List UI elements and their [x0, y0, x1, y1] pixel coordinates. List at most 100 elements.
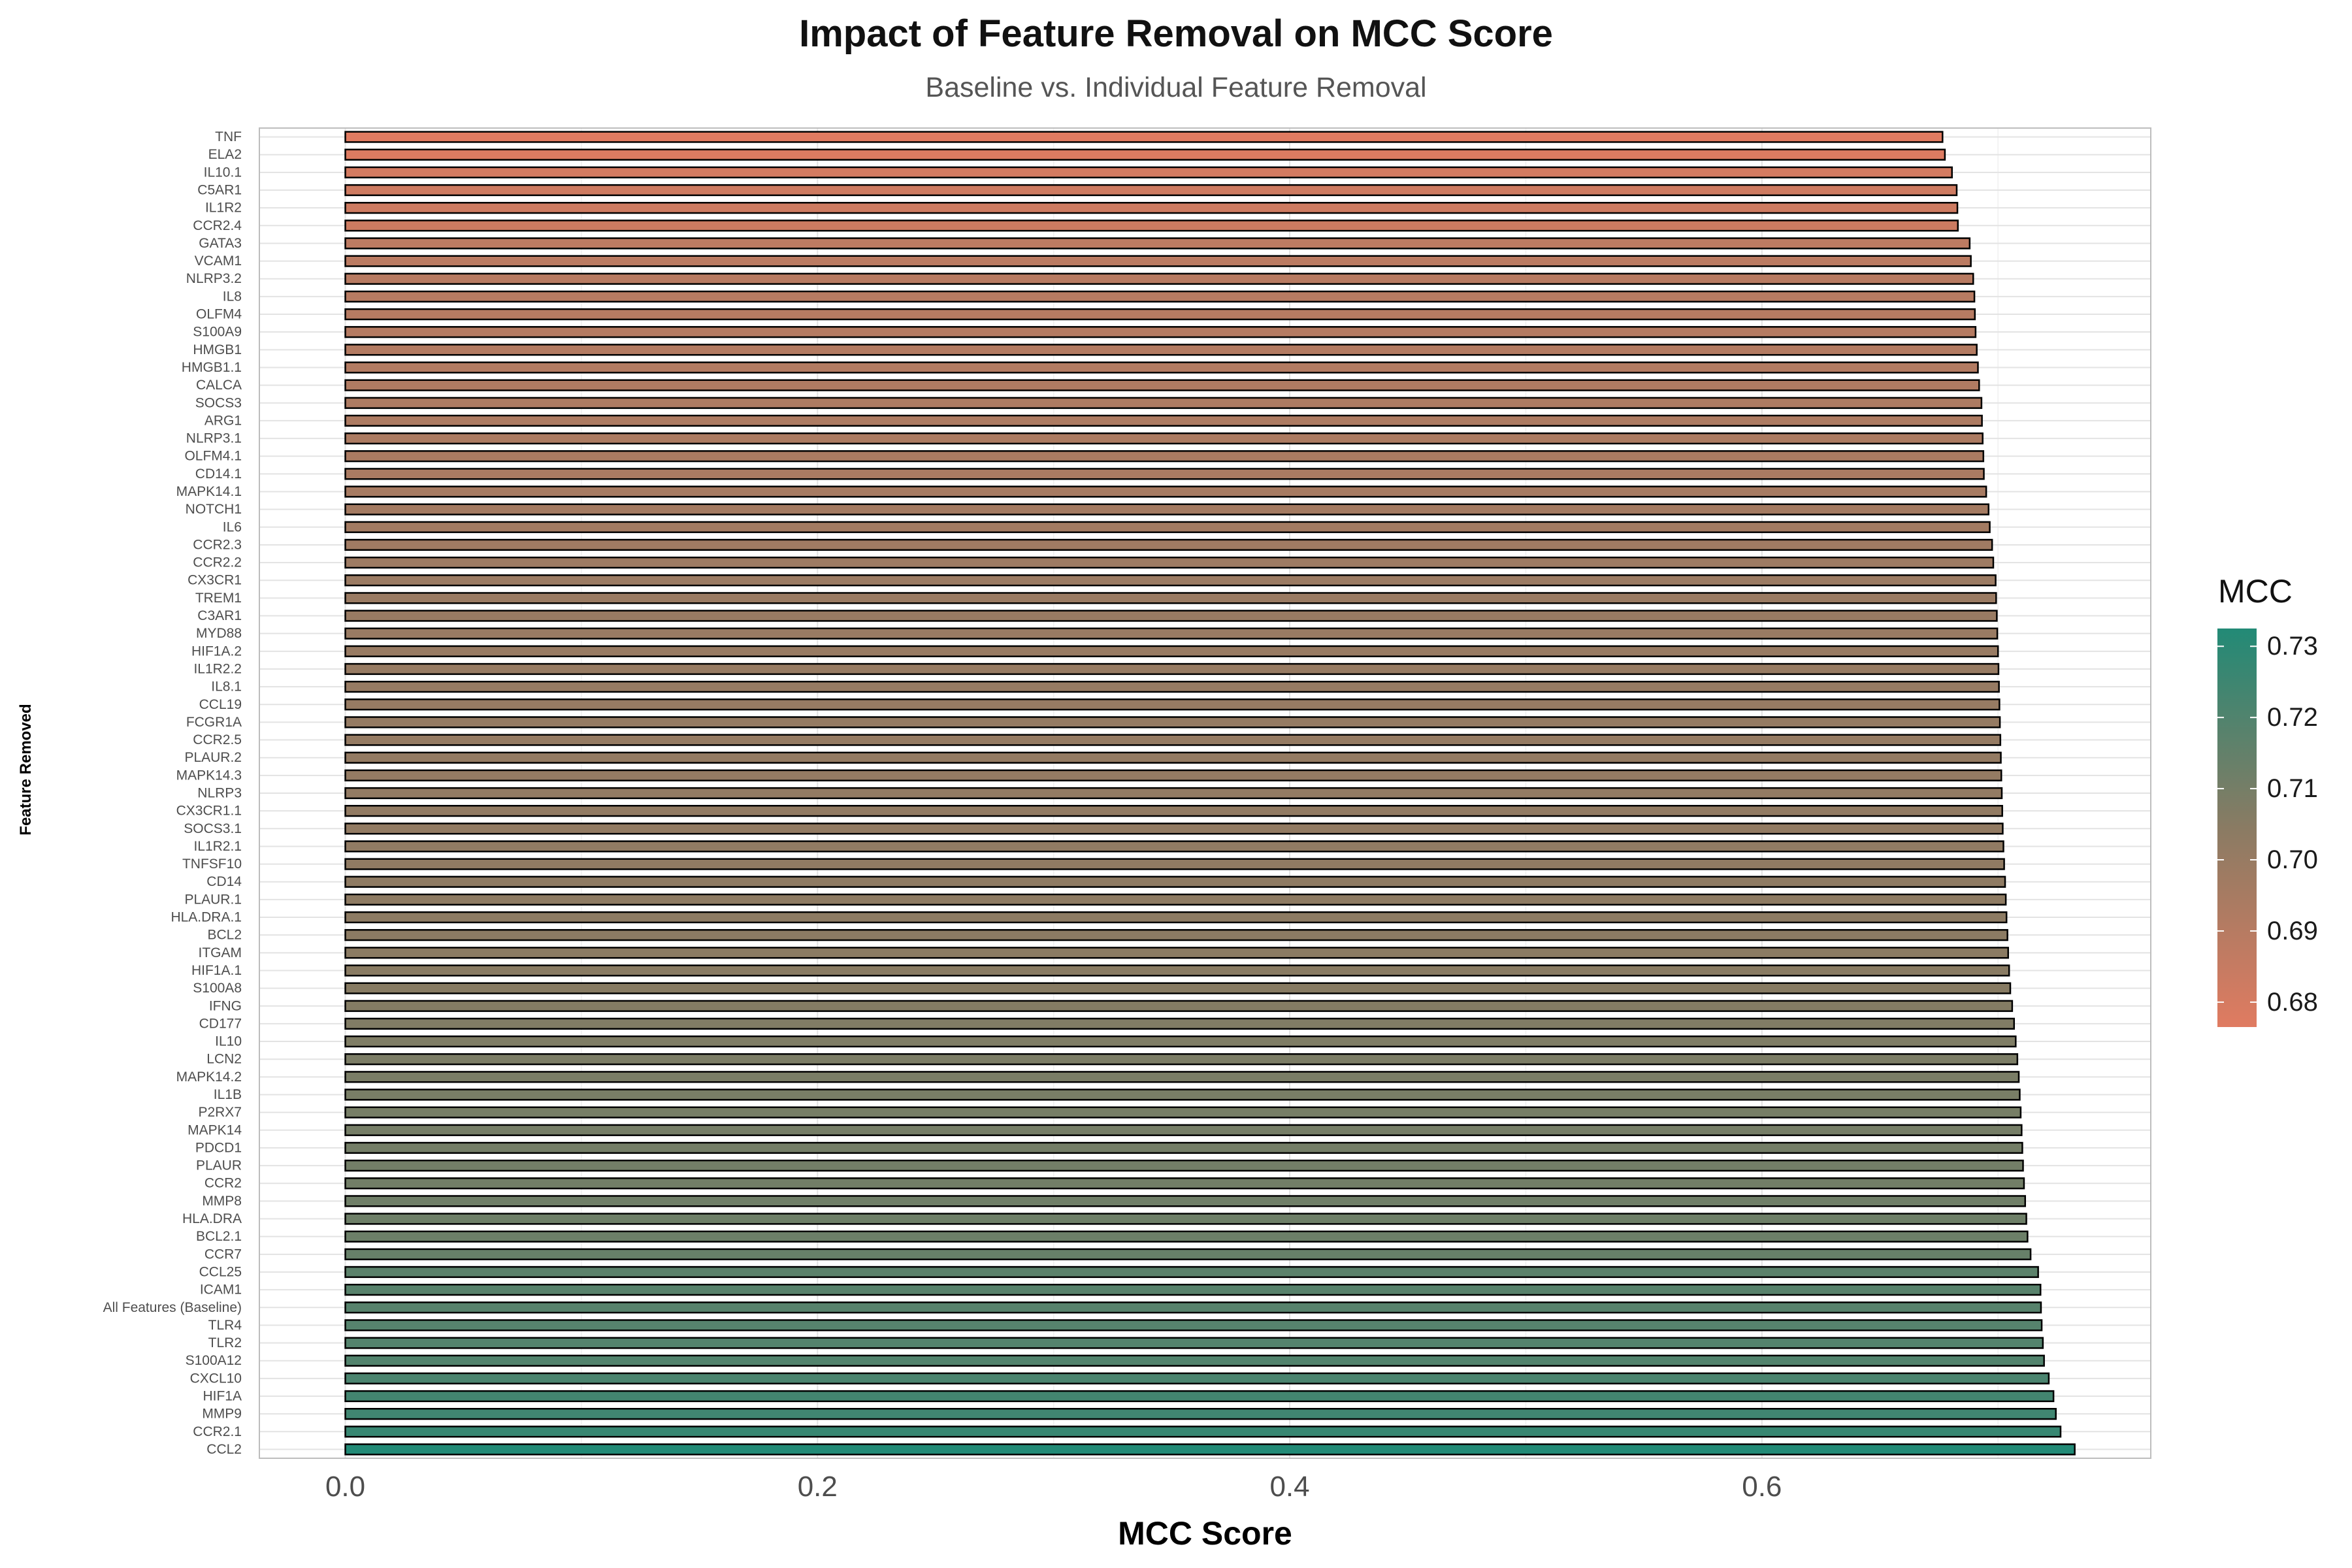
bar: [344, 1035, 2017, 1048]
legend-tick-label: 0.70: [2267, 845, 2318, 874]
y-axis-title-text: Feature Removed: [17, 704, 35, 836]
legend-tick-label: 0.68: [2267, 988, 2318, 1017]
category-label: MAPK14.2: [176, 1070, 242, 1085]
bar: [344, 1443, 2076, 1456]
bar: [344, 858, 2005, 870]
category-label: IL1R2.1: [193, 839, 242, 854]
bar: [344, 1124, 2023, 1136]
bar: [344, 787, 2003, 800]
category-label: NLRP3.1: [186, 431, 242, 446]
chart-title: Impact of Feature Removal on MCC Score: [799, 12, 1553, 55]
category-label: MAPK14.3: [176, 768, 242, 783]
bar: [344, 414, 1983, 427]
category-label: S100A9: [193, 325, 242, 340]
bar: [344, 1372, 2050, 1384]
bar: [344, 220, 1959, 232]
category-label: CCR2.1: [193, 1424, 242, 1439]
category-label: ITGAM: [199, 945, 242, 960]
category-label: IL8.1: [211, 679, 242, 694]
bar: [344, 1053, 2019, 1066]
bar: [344, 751, 2002, 764]
bar: [344, 1141, 2023, 1154]
bar: [344, 1106, 2022, 1119]
category-label: ELA2: [208, 147, 242, 162]
category-label: IL6: [223, 519, 242, 534]
bar: [344, 290, 1976, 303]
bar: [344, 1177, 2025, 1190]
bar: [344, 610, 1998, 622]
category-label: HMGB1: [193, 342, 242, 357]
bar: [344, 1283, 2042, 1296]
bar: [344, 1017, 2016, 1030]
bar: [344, 1195, 2026, 1207]
category-label: NLRP3: [197, 786, 242, 801]
x-axis-ticks: 0.0 0.2 0.4 0.6: [325, 1471, 1782, 1503]
category-label: HIF1A.2: [191, 644, 242, 659]
bar: [344, 840, 2004, 853]
category-label: S100A12: [186, 1353, 242, 1368]
bar: [344, 716, 2001, 728]
category-label: CCR2: [204, 1176, 242, 1191]
bars: [344, 131, 2076, 1456]
bar: [344, 982, 2012, 994]
category-label: IL10.1: [204, 165, 242, 180]
category-label: BCL2: [207, 928, 242, 943]
category-label: SOCS3.1: [184, 821, 242, 836]
bar: [344, 468, 1985, 480]
legend-colorbar: [2217, 629, 2257, 1027]
category-label: PLAUR.1: [184, 892, 242, 907]
bar: [344, 805, 2003, 817]
legend-tick-label: 0.71: [2267, 774, 2318, 803]
category-label: PLAUR.2: [184, 750, 242, 765]
category-label: TNFSF10: [182, 857, 242, 872]
category-label: VCAM1: [195, 253, 242, 269]
category-label: MAPK14.1: [176, 484, 242, 499]
category-label: IL1B: [214, 1087, 242, 1102]
bar: [344, 308, 1976, 321]
bar: [344, 734, 2002, 746]
category-label: IFNG: [209, 998, 242, 1013]
bar: [344, 1088, 2021, 1101]
bar: [344, 680, 2000, 693]
category-label: MMP9: [202, 1407, 242, 1422]
category-label: CALCA: [196, 378, 242, 393]
bar: [344, 875, 2006, 888]
category-label: HIF1A: [203, 1388, 242, 1403]
category-label: OLFM4: [196, 307, 242, 322]
bar: [344, 1337, 2044, 1349]
bar: [344, 131, 1944, 143]
bar: [344, 1071, 2020, 1083]
bar: [344, 1354, 2045, 1367]
bar: [344, 662, 2000, 676]
bar: [344, 184, 1958, 197]
category-label: CCR7: [204, 1247, 242, 1262]
category-label: OLFM4.1: [184, 449, 242, 464]
category-label: MAPK14: [188, 1122, 242, 1137]
bar: [344, 645, 1999, 657]
category-label: TLR2: [208, 1335, 242, 1350]
bar: [344, 947, 2009, 959]
bar: [344, 450, 1985, 463]
x-tick-label: 0.0: [325, 1471, 365, 1503]
category-label: IL8: [223, 289, 242, 304]
category-label: MMP8: [202, 1194, 242, 1209]
bar: [344, 556, 1995, 569]
category-label: CCR2.5: [193, 732, 242, 747]
bar: [344, 255, 1972, 267]
bar: [344, 432, 1984, 445]
legend-tick-label: 0.73: [2267, 632, 2318, 661]
bar: [344, 1319, 2043, 1331]
category-label: S100A8: [193, 981, 242, 996]
category-label: C5AR1: [197, 183, 242, 198]
legend-tick-label: 0.72: [2267, 703, 2318, 732]
category-label: CCR2.2: [193, 555, 242, 570]
category-label: CCL2: [206, 1442, 242, 1457]
category-label: LCN2: [206, 1052, 242, 1067]
category-label: CCR2.3: [193, 537, 242, 552]
category-label: NOTCH1: [186, 502, 242, 517]
x-axis-title: MCC Score: [1118, 1515, 1292, 1552]
bar: [344, 202, 1959, 214]
bar: [344, 911, 2008, 924]
bar: [344, 272, 1974, 285]
